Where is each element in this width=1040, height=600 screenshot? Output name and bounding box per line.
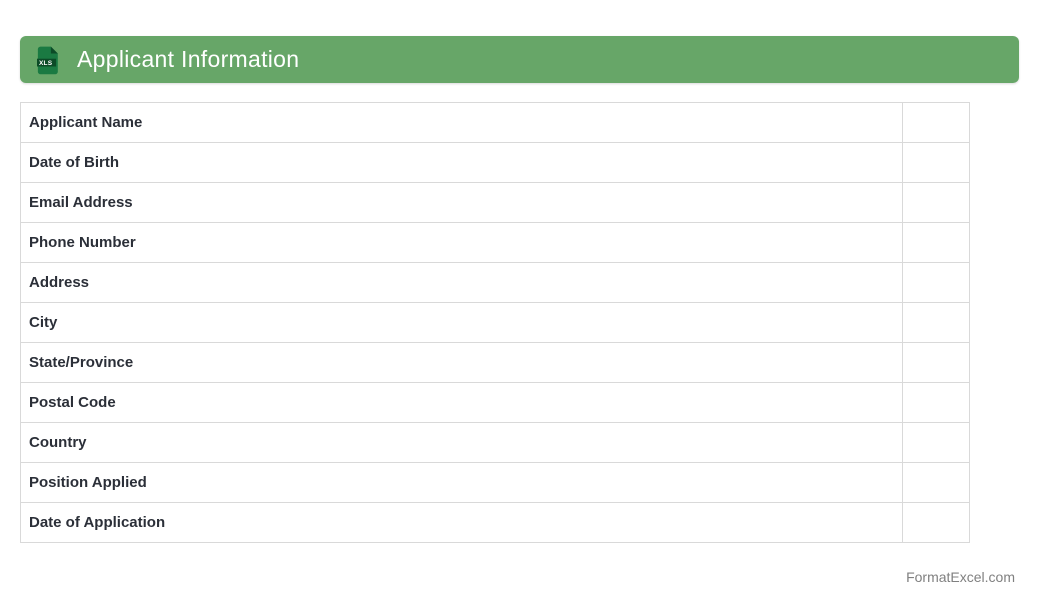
svg-text:XLS: XLS [39, 59, 53, 66]
